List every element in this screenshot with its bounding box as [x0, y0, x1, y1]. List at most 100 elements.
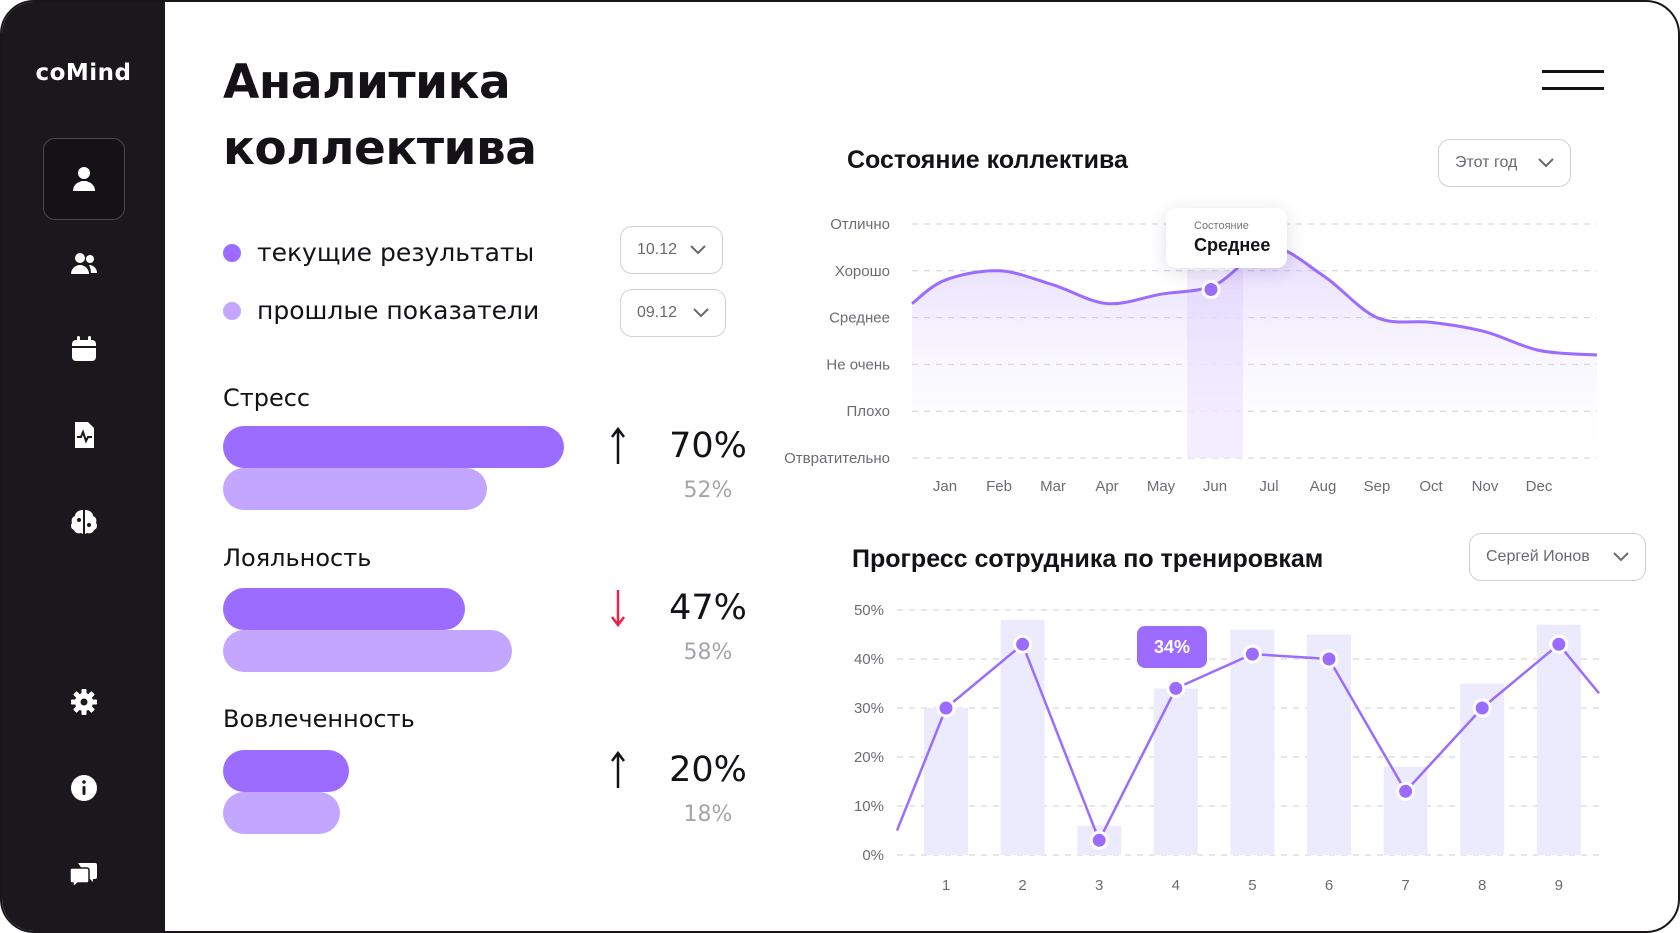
progress-data-point	[1242, 644, 1262, 664]
team-y-tick-label: Отвратительно	[784, 450, 890, 467]
team-x-tick-label: Feb	[986, 478, 1012, 495]
progress-x-tick-label: 2	[1018, 877, 1026, 894]
nav-health-report[interactable]	[43, 394, 125, 476]
team-highlight-point	[1201, 280, 1221, 300]
progress-bar	[1536, 624, 1581, 855]
chevron-down-icon	[693, 308, 709, 318]
progress-x-tick-label: 1	[942, 877, 950, 894]
team-x-tick-label: Nov	[1472, 478, 1499, 495]
progress-bar	[924, 708, 968, 855]
chevron-down-icon	[690, 245, 706, 255]
info-icon	[71, 775, 97, 801]
stress-past-value: 52%	[683, 478, 733, 503]
team-y-tick-label: Отлично	[830, 216, 890, 233]
gear-icon	[71, 689, 97, 715]
progress-data-point	[1549, 634, 1569, 654]
team-x-tick-label: Jan	[933, 478, 957, 495]
progress-data-point	[1013, 634, 1033, 654]
legend-past: прошлые показатели	[223, 296, 539, 325]
user-icon	[73, 167, 95, 191]
team-y-tick-label: Хорошо	[835, 263, 890, 280]
team-x-tick-label: Mar	[1040, 478, 1066, 495]
stress-past-bar	[223, 468, 487, 510]
arrow-up-icon	[611, 750, 625, 788]
progress-y-tick-label: 40%	[854, 651, 884, 668]
hamburger-menu-icon[interactable]	[1542, 68, 1604, 92]
team-y-tick-label: Плохо	[846, 403, 890, 420]
engagement-past-bar	[223, 792, 340, 834]
team-x-tick-label: May	[1147, 478, 1176, 495]
employee-value: Сергей Ионов	[1486, 548, 1590, 565]
past-date-dropdown[interactable]: 09.12	[620, 289, 726, 337]
employee-dropdown[interactable]: Сергей Ионов	[1469, 533, 1646, 581]
arrow-down-icon	[611, 590, 625, 628]
progress-y-tick-label: 30%	[854, 700, 884, 717]
chat-icon	[69, 863, 97, 889]
loyalty-current-value: 47%	[669, 588, 747, 628]
calendar-icon	[72, 336, 96, 361]
team-x-tick-label: Sep	[1364, 478, 1391, 495]
progress-data-point	[1472, 698, 1492, 718]
chevron-down-icon	[1538, 158, 1554, 168]
loyalty-past-value: 58%	[683, 640, 733, 665]
team-chart-tooltip: Состояние Среднее	[1166, 208, 1287, 268]
past-date-value: 09.12	[637, 304, 678, 321]
nav-team[interactable]	[43, 223, 125, 305]
nav-chat[interactable]	[43, 833, 125, 915]
engagement-past-value: 18%	[683, 802, 733, 827]
team-x-tick-label: Dec	[1526, 478, 1553, 495]
metric-title-loyalty: Лояльность	[223, 544, 372, 572]
team-x-tick-label: Jul	[1259, 478, 1278, 495]
legend-current: текущие результаты	[223, 238, 534, 267]
period-value: Этот год	[1455, 154, 1518, 171]
progress-y-tick-label: 50%	[854, 602, 884, 619]
team-chart-title: Состояние коллектива	[847, 146, 1128, 174]
loyalty-past-bar	[223, 630, 512, 672]
progress-x-tick-label: 6	[1325, 877, 1333, 894]
progress-x-tick-label: 8	[1478, 877, 1486, 894]
progress-bar	[1230, 629, 1275, 855]
tooltip-label: Состояние	[1194, 220, 1249, 232]
team-x-tick-label: Apr	[1095, 478, 1118, 495]
progress-bar	[1153, 688, 1198, 855]
progress-chart-title: Прогресс сотрудника по тренировкам	[852, 545, 1324, 573]
legend-dot-current	[223, 243, 241, 262]
current-date-value: 10.12	[637, 241, 678, 258]
nav-info[interactable]	[43, 747, 125, 829]
progress-x-tick-label: 3	[1095, 877, 1103, 894]
progress-bar	[1000, 619, 1045, 855]
stress-current-bar	[223, 426, 564, 468]
nav-mind[interactable]	[43, 481, 125, 563]
period-dropdown[interactable]: Этот год	[1438, 139, 1571, 187]
tooltip-value: Среднее	[1194, 235, 1271, 255]
health-report-icon	[75, 422, 94, 448]
progress-x-tick-label: 9	[1555, 877, 1563, 894]
progress-data-point	[1319, 649, 1339, 669]
nav-settings[interactable]	[43, 661, 125, 743]
nav-profile[interactable]	[43, 138, 125, 220]
legend-dot-past	[223, 301, 241, 320]
team-x-tick-label: Jun	[1203, 478, 1227, 495]
nav-calendar[interactable]	[43, 308, 125, 390]
sidebar: coMind	[2, 2, 165, 931]
progress-y-tick-label: 20%	[854, 749, 884, 766]
progress-y-tick-label: 10%	[854, 798, 884, 815]
metric-title-engagement: Вовлеченность	[223, 705, 415, 733]
legend-past-label: прошлые показатели	[257, 296, 540, 325]
progress-badge: 34%	[1137, 626, 1207, 668]
progress-x-tick-label: 7	[1401, 877, 1409, 894]
engagement-current-bar	[223, 750, 349, 792]
progress-x-tick-label: 4	[1172, 877, 1180, 894]
current-date-dropdown[interactable]: 10.12	[620, 226, 723, 274]
progress-y-tick-label: 0%	[862, 847, 884, 864]
brain-icon	[70, 510, 98, 534]
users-icon	[71, 253, 97, 274]
team-x-tick-label: Oct	[1419, 478, 1443, 495]
progress-bar	[1383, 766, 1428, 855]
progress-data-point	[936, 698, 956, 718]
arrow-up-icon	[611, 426, 625, 464]
engagement-current-value: 20%	[669, 750, 747, 790]
progress-data-point	[1089, 830, 1109, 850]
